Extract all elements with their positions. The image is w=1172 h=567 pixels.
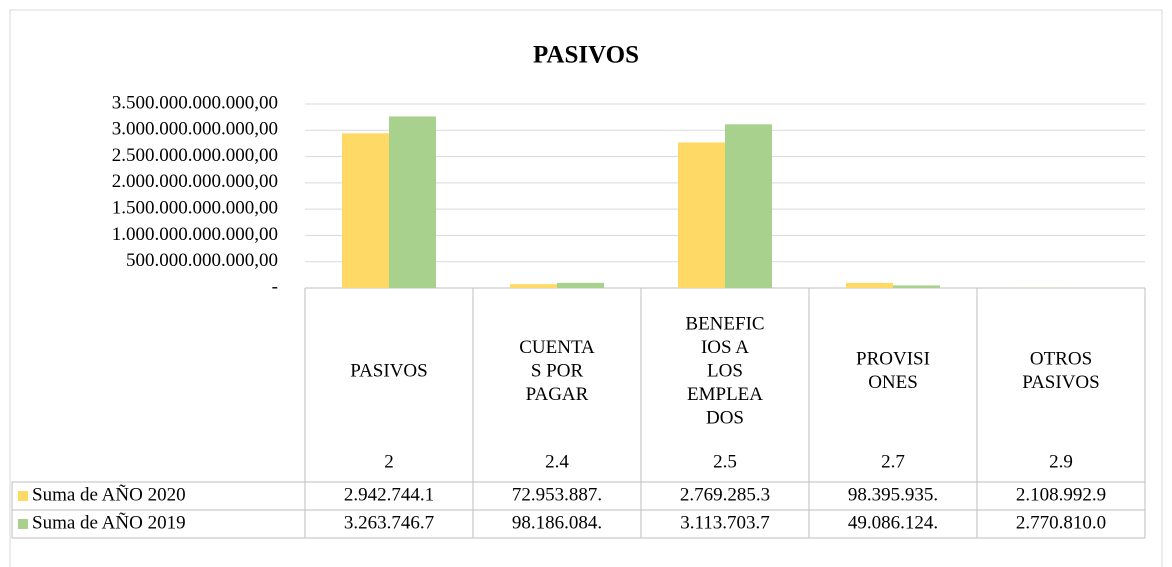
data-table-value: 98.186.084. — [512, 512, 602, 533]
y-tick-label: 1.500.000.000.000,00 — [112, 198, 278, 219]
category-name: OTROS — [1030, 349, 1092, 370]
category-name: PROVISI — [856, 349, 930, 370]
data-table-value: 72.953.887. — [512, 484, 602, 505]
category-name: S POR — [531, 360, 584, 381]
x-tick-label: 2.9 — [1049, 451, 1073, 472]
category-name: DOS — [706, 407, 744, 428]
category-name: LOS — [707, 360, 743, 381]
legend-label: Suma de AÑO 2019 — [32, 511, 186, 533]
bar — [678, 142, 725, 288]
y-tick-label: 3.500.000.000.000,00 — [112, 92, 278, 113]
x-tick-label: 2.5 — [713, 451, 737, 472]
legend-key — [18, 519, 28, 529]
category-name: EMPLEA — [687, 384, 763, 405]
chart-title: PASIVOS — [533, 42, 639, 69]
data-table-value: 2.770.810.0 — [1016, 512, 1106, 533]
y-tick-label: 1.000.000.000.000,00 — [112, 224, 278, 245]
category-name: ONES — [868, 372, 918, 393]
category-name: BENEFIC — [685, 313, 764, 334]
bar — [893, 285, 940, 288]
x-tick-label: 2 — [384, 451, 394, 472]
data-table-value: 2.108.992.9 — [1016, 484, 1106, 505]
y-tick-label: 2.000.000.000.000,00 — [112, 171, 278, 192]
x-tick-label: 2.7 — [881, 451, 905, 472]
bar — [557, 282, 604, 288]
category-name: IOS A — [701, 337, 749, 358]
category-name: PAGAR — [526, 384, 589, 405]
y-tick-label: 500.000.000.000,00 — [126, 250, 278, 271]
data-table-value: 98.395.935. — [848, 484, 938, 505]
legend-label: Suma de AÑO 2020 — [32, 483, 186, 505]
data-table-value: 3.113.703.7 — [680, 512, 770, 533]
data-table-value: 3.263.746.7 — [344, 512, 434, 533]
y-tick-label: 3.000.000.000.000,00 — [112, 119, 278, 140]
bar — [342, 133, 389, 288]
bar — [510, 284, 557, 288]
x-tick-label: 2.4 — [545, 451, 569, 472]
category-name: PASIVOS — [350, 360, 427, 381]
legend-key — [18, 491, 28, 501]
data-table-value: 2.942.744.1 — [344, 484, 434, 505]
bar — [846, 282, 893, 288]
category-name: CUENTA — [519, 337, 595, 358]
data-table-value: 2.769.285.3 — [680, 484, 770, 505]
bar — [725, 124, 772, 288]
data-table-value: 49.086.124. — [848, 512, 938, 533]
bar — [389, 116, 436, 289]
y-tick-label: 2.500.000.000.000,00 — [112, 145, 278, 166]
y-tick-label: - — [272, 276, 278, 297]
category-name: PASIVOS — [1022, 372, 1099, 393]
